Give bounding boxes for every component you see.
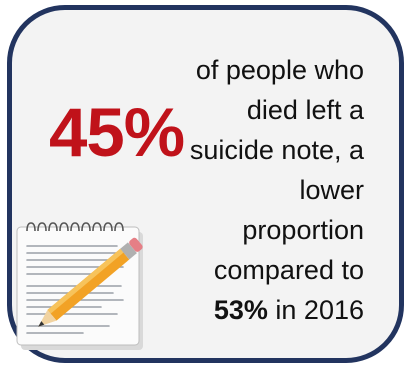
notepad-pencil-icon [16, 222, 143, 350]
comparison-year-text: in 2016 [267, 295, 364, 325]
stat-caption: of people who died left a suicide note, … [144, 50, 364, 330]
caption-line: suicide note, a [189, 135, 364, 165]
caption-line-last: 53% in 2016 [144, 290, 364, 330]
caption-line: of people who [195, 55, 364, 85]
comparison-value: 53% [213, 295, 268, 325]
caption-line: lower [299, 175, 364, 205]
stat-value: 45% [49, 94, 185, 171]
caption-line: died left a [246, 95, 364, 125]
caption-line: compared to [213, 255, 364, 285]
caption-line: proportion [242, 215, 364, 245]
